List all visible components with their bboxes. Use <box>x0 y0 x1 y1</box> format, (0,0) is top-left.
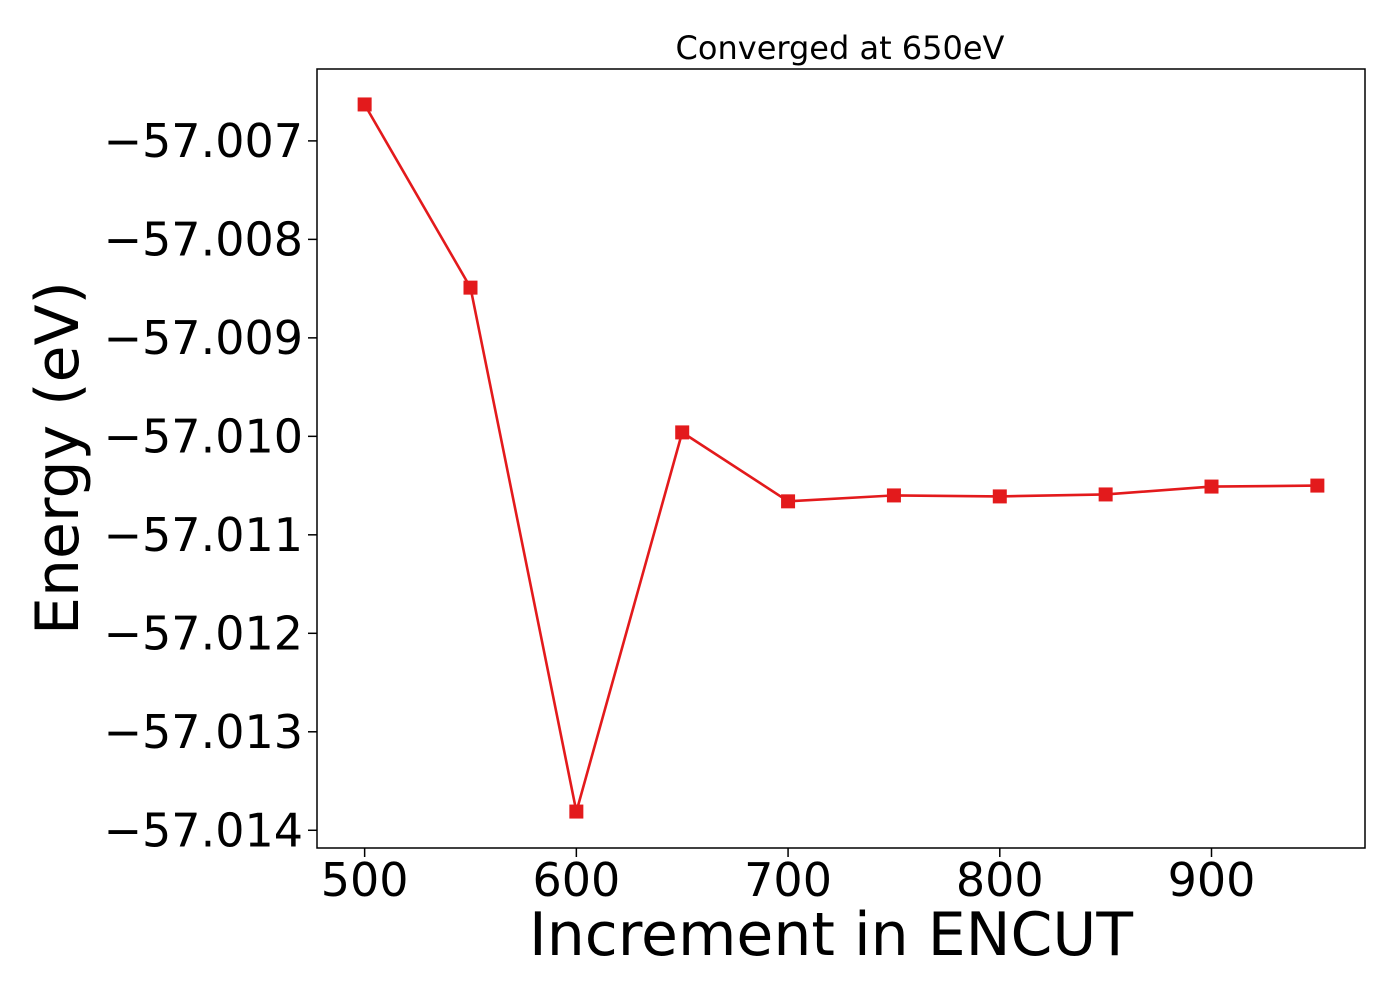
x-tick-label: 600 <box>532 853 620 907</box>
data-point-marker <box>675 425 690 440</box>
x-tick-label: 800 <box>956 853 1044 907</box>
chart-title: Converged at 650eV <box>676 29 1005 67</box>
y-tick-label: −57.009 <box>104 311 304 365</box>
data-point-marker <box>1310 478 1325 493</box>
plot-frame <box>316 68 1366 849</box>
y-tick-label: −57.008 <box>104 212 304 266</box>
x-axis-ticks: 500 600 700 800 900 <box>321 848 1256 907</box>
y-axis-label: Energy (eV) <box>23 281 93 635</box>
x-tick-label: 900 <box>1168 853 1256 907</box>
plot-area: 500 600 700 800 900 −57.007−57.008−57.009−57… <box>104 68 1366 907</box>
y-tick-label: −57.010 <box>104 409 304 463</box>
y-tick-label: −57.014 <box>104 803 304 857</box>
x-axis-label: Increment in ENCUT <box>529 900 1133 970</box>
y-axis-ticks: −57.007 −57.008 −57.009 −57.010 −57.011 −57.0… <box>104 114 317 857</box>
data-point-marker <box>569 804 584 819</box>
data-point-marker <box>357 97 372 112</box>
x-tick-label: 500 <box>321 853 409 907</box>
energy-series <box>357 97 1325 819</box>
series-line <box>363 103 1318 813</box>
data-point-marker <box>992 489 1007 504</box>
y-tick-label: −57.012 <box>104 606 304 660</box>
y-tick-label: −57.013 <box>104 705 304 759</box>
data-point-marker <box>463 280 478 295</box>
data-point-marker <box>781 494 796 509</box>
y-tick-label: −57.007 <box>104 114 304 168</box>
data-point-marker <box>1204 479 1219 494</box>
x-tick-label: 700 <box>744 853 832 907</box>
y-tick-label: −57.011 <box>104 508 304 562</box>
data-point-marker <box>1098 487 1113 502</box>
data-point-marker <box>886 488 901 503</box>
